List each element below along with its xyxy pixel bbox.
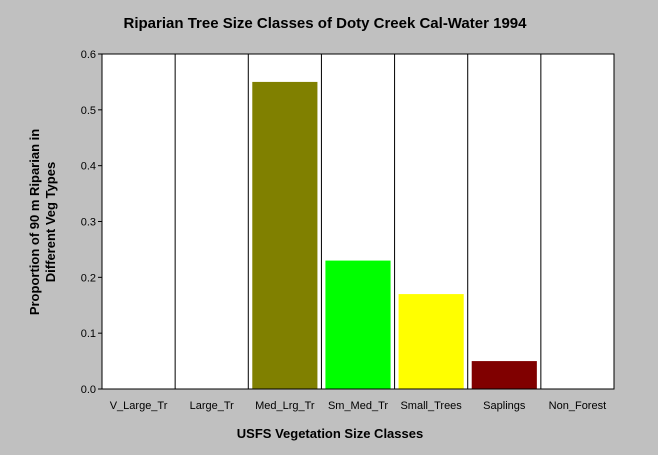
bar-small-trees (398, 294, 464, 389)
y-axis-title-line-1: Proportion of 90 m Riparian in (27, 129, 42, 315)
y-tick-label: 0.6 (81, 49, 96, 61)
y-tick-label: 0.4 (81, 161, 96, 173)
x-axis-title: USFS Vegetation Size Classes (237, 426, 423, 441)
y-tick-label: 0.2 (81, 272, 96, 284)
y-axis-title: Proportion of 90 m Riparian in Different… (27, 129, 58, 315)
chart-title: Riparian Tree Size Classes of Doty Creek… (124, 15, 528, 32)
x-category-label: Large_Tr (190, 400, 235, 412)
x-category-label: Small_Trees (400, 400, 462, 412)
plot-area: 0.0 0.1 0.2 0.3 0.4 0.5 0.6 V_Large_Tr Large_Tr M… (81, 49, 615, 412)
bar-med-lrg-tr (252, 81, 318, 390)
x-category-label: V_Large_Tr (110, 400, 168, 412)
y-tick-label: 0.1 (81, 328, 96, 340)
bar-sm-med-tr (325, 260, 391, 389)
x-category-label: Med_Lrg_Tr (255, 400, 315, 412)
bar-saplings (471, 361, 537, 389)
y-axis-title-line-2: Different Veg Types (43, 162, 58, 282)
y-tick-label: 0.5 (81, 105, 96, 117)
y-tick-label: 0.0 (81, 384, 96, 396)
x-category-label: Saplings (483, 400, 526, 412)
x-category-label: Sm_Med_Tr (328, 400, 388, 412)
x-category-label: Non_Forest (549, 400, 606, 412)
y-tick-label: 0.3 (81, 217, 96, 229)
